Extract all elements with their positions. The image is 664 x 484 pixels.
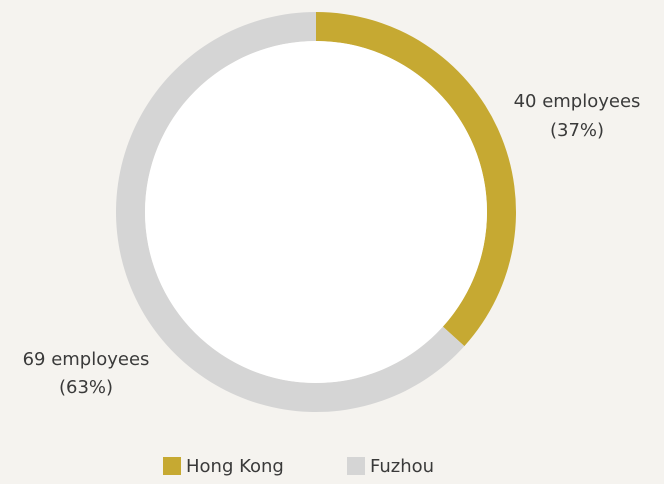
legend-swatch [347,457,365,475]
donut-hole [145,41,487,383]
legend-label: Fuzhou [370,456,434,477]
value-label: 69 employees [23,349,150,370]
legend-label: Hong Kong [186,456,284,477]
percent-label: (63%) [59,377,113,398]
donut-segment [115,12,465,412]
legend-swatch [163,457,181,475]
donut-segment [316,12,516,347]
value-label: 40 employees [514,91,641,112]
percent-label: (37%) [550,120,604,141]
